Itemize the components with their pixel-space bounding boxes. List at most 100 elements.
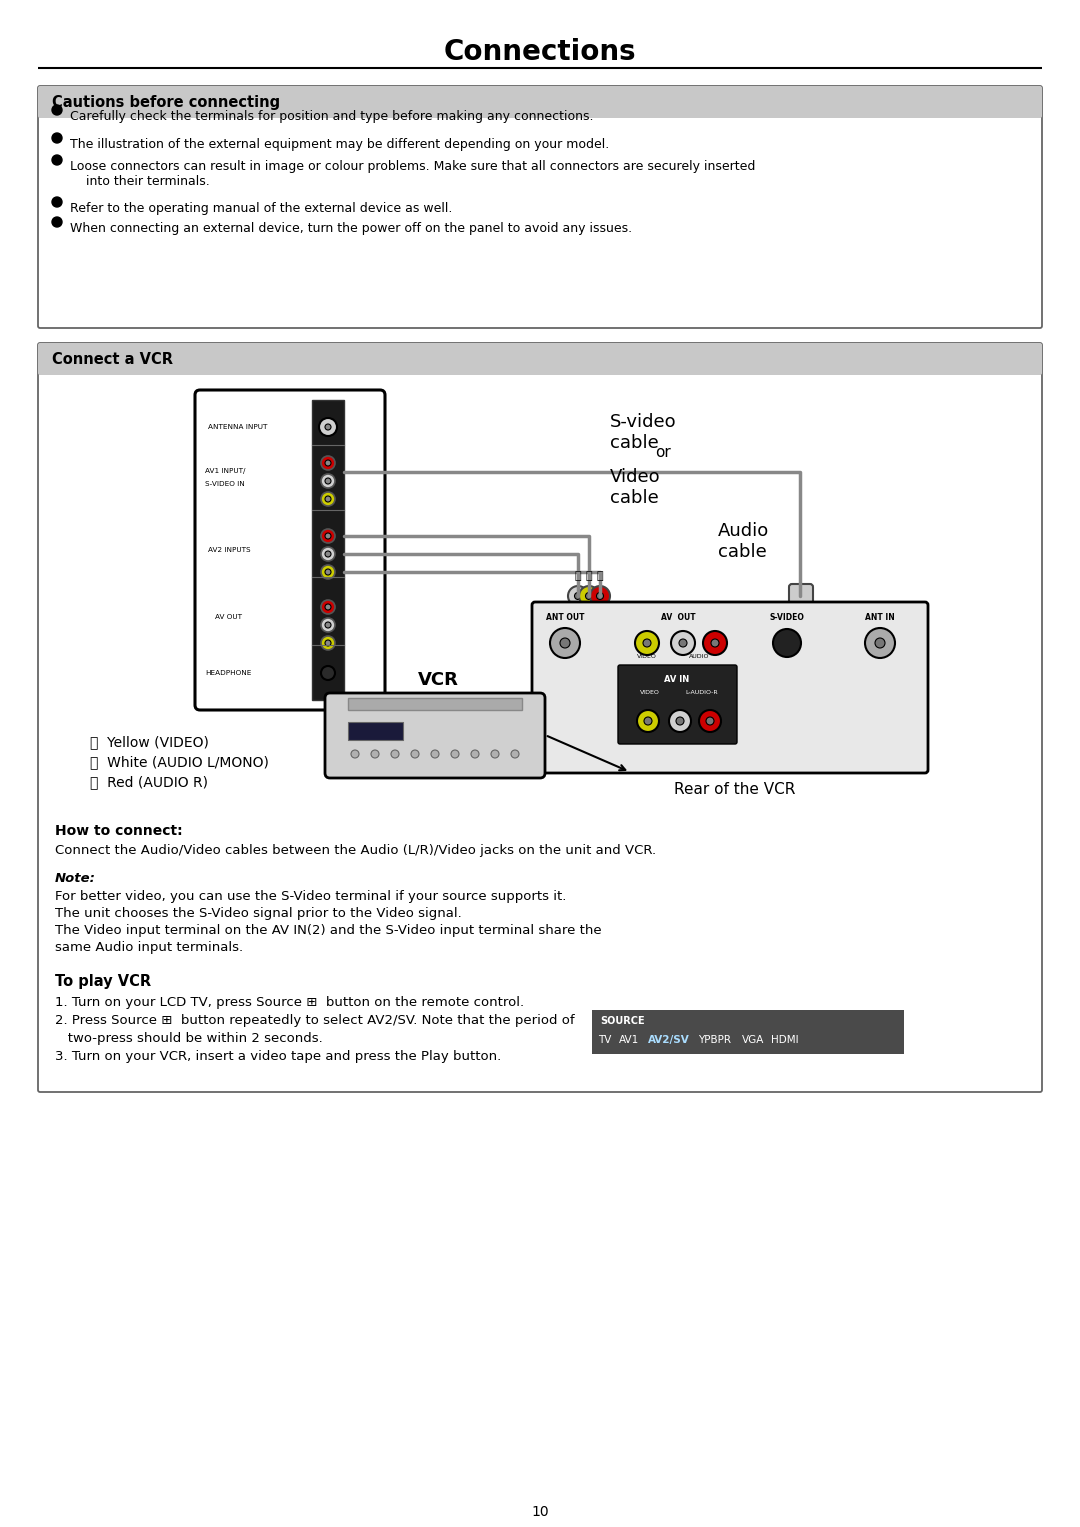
Circle shape [703,631,727,655]
Circle shape [321,618,335,632]
Text: AV IN: AV IN [664,675,690,684]
Circle shape [351,750,359,757]
Text: ⒦  White (AUDIO L/MONO): ⒦ White (AUDIO L/MONO) [90,754,269,770]
Text: HDMI: HDMI [770,1035,798,1044]
Text: When connecting an external device, turn the power off on the panel to avoid any: When connecting an external device, turn… [70,221,632,235]
Circle shape [325,496,330,502]
Text: or: or [654,444,671,460]
Circle shape [52,217,62,228]
Circle shape [325,640,330,646]
Text: AV2/SV: AV2/SV [648,1035,689,1044]
Text: VCR: VCR [418,670,458,689]
FancyBboxPatch shape [789,583,813,608]
Bar [348,698,522,710]
Circle shape [321,547,335,560]
Text: The Video input terminal on the AV IN(2) and the S-Video input terminal share th: The Video input terminal on the AV IN(2)… [55,924,602,938]
Circle shape [321,600,335,614]
FancyBboxPatch shape [38,344,1042,1092]
Circle shape [321,492,335,505]
FancyBboxPatch shape [195,389,384,710]
Text: Note:: Note: [55,872,96,886]
Text: AV OUT: AV OUT [215,614,242,620]
Text: Ⓨ  Yellow (VIDEO): Ⓨ Yellow (VIDEO) [90,734,208,750]
Text: 1. Turn on your LCD TV, press Source ⊞  button on the remote control.: 1. Turn on your LCD TV, press Source ⊞ b… [55,996,524,1009]
Text: Ⓡ  Red (AUDIO R): Ⓡ Red (AUDIO R) [90,776,208,789]
Circle shape [411,750,419,757]
Text: S-VIDEO: S-VIDEO [770,614,805,623]
Text: two-press should be within 2 seconds.: two-press should be within 2 seconds. [55,1032,323,1044]
Text: HEADPHONE: HEADPHONE [205,670,252,676]
Text: VIDEO: VIDEO [640,690,660,695]
Circle shape [590,586,610,606]
Text: Connect a VCR: Connect a VCR [52,351,173,366]
Circle shape [635,631,659,655]
Circle shape [711,638,719,647]
Text: For better video, you can use the S-Video terminal if your source supports it.: For better video, you can use the S-Vide… [55,890,566,902]
Text: AUDIO: AUDIO [689,655,710,660]
Text: ANTENNA INPUT: ANTENNA INPUT [208,425,268,431]
Circle shape [561,638,570,647]
Text: Ⓡ: Ⓡ [596,571,604,580]
Text: Connections: Connections [444,38,636,66]
Circle shape [575,592,581,600]
Circle shape [471,750,480,757]
FancyBboxPatch shape [38,86,1042,118]
Text: TV: TV [598,1035,611,1044]
Text: YPBPR: YPBPR [699,1035,731,1044]
FancyBboxPatch shape [532,602,928,773]
Circle shape [699,710,721,731]
Text: Rear of the VCR: Rear of the VCR [674,782,796,797]
Circle shape [325,551,330,557]
Circle shape [325,621,330,628]
Text: AV1 INPUT/: AV1 INPUT/ [205,467,245,473]
Circle shape [52,105,62,115]
Circle shape [321,565,335,579]
Circle shape [511,750,519,757]
Circle shape [679,638,687,647]
Circle shape [325,605,330,609]
Circle shape [579,586,599,606]
Circle shape [319,418,337,437]
Circle shape [321,637,335,651]
Circle shape [321,666,335,680]
Circle shape [321,473,335,489]
Text: The illustration of the external equipment may be different depending on your mo: The illustration of the external equipme… [70,137,609,151]
Text: Video
cable: Video cable [610,467,661,507]
Circle shape [321,457,335,470]
Circle shape [372,750,379,757]
Text: Connect the Audio/Video cables between the Audio (L/R)/Video jacks on the unit a: Connect the Audio/Video cables between t… [55,844,657,857]
Text: 2. Press Source ⊞  button repeatedly to select AV2/SV. Note that the period of: 2. Press Source ⊞ button repeatedly to s… [55,1014,575,1028]
Circle shape [596,592,604,600]
Circle shape [875,638,885,647]
Circle shape [491,750,499,757]
Text: ANT IN: ANT IN [865,614,895,623]
Circle shape [52,156,62,165]
Text: L-AUDIO-R: L-AUDIO-R [686,690,718,695]
Text: Audio
cable: Audio cable [718,522,769,560]
Text: S-VIDEO IN: S-VIDEO IN [205,481,245,487]
Circle shape [585,592,593,600]
Text: AV  OUT: AV OUT [661,614,696,623]
Circle shape [644,718,652,725]
Circle shape [550,628,580,658]
Text: Refer to the operating manual of the external device as well.: Refer to the operating manual of the ext… [70,202,453,215]
Text: To play VCR: To play VCR [55,974,151,989]
Circle shape [568,586,588,606]
Circle shape [321,528,335,544]
Text: VIDEO: VIDEO [637,655,657,660]
Text: Carefully check the terminals for position and type before making any connection: Carefully check the terminals for positi… [70,110,594,124]
Circle shape [325,460,330,466]
Circle shape [325,533,330,539]
FancyBboxPatch shape [38,344,1042,376]
Text: AV2 INPUTS: AV2 INPUTS [208,547,251,553]
Circle shape [431,750,438,757]
Circle shape [325,478,330,484]
Text: Ⓨ: Ⓨ [585,571,592,580]
Circle shape [325,425,330,431]
Circle shape [637,710,659,731]
Text: AV1: AV1 [619,1035,639,1044]
Text: 3. Turn on your VCR, insert a video tape and press the Play button.: 3. Turn on your VCR, insert a video tape… [55,1051,501,1063]
Circle shape [451,750,459,757]
Circle shape [52,133,62,144]
Circle shape [865,628,895,658]
